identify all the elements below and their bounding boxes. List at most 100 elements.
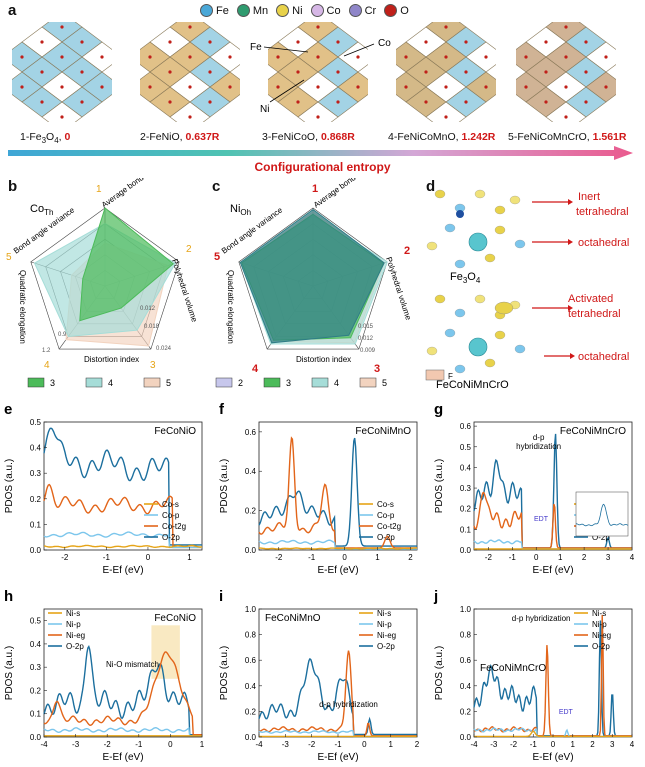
svg-text:Activated: Activated <box>568 293 613 305</box>
svg-text:Inert: Inert <box>578 191 600 203</box>
x-tick-label: -1 <box>334 740 342 749</box>
oxygen-atom <box>60 25 64 29</box>
y-tick-label: 0.6 <box>245 428 257 437</box>
y-tick-label: 0.2 <box>460 707 472 716</box>
oxygen-atom <box>228 55 232 59</box>
dos-panel-label: j <box>433 588 438 605</box>
axis-title-c-1: Average bond length <box>312 178 377 210</box>
x-tick-label: 3 <box>606 553 611 562</box>
legend-ni: Ni <box>276 4 303 17</box>
entropy-gradient-arrow <box>8 146 633 160</box>
plot-frame <box>473 421 633 551</box>
fe-atom <box>456 210 464 218</box>
svg-text:tetrahedral: tetrahedral <box>568 308 621 320</box>
x-axis-label: E-Ef (eV) <box>532 565 573 576</box>
oxygen-atom <box>316 55 320 59</box>
density-lobe <box>474 294 486 304</box>
axis-num-c-1: 1 <box>312 183 318 195</box>
oxygen-atom <box>404 85 408 89</box>
oxygen-atom <box>464 70 468 74</box>
y-tick-label: 0.6 <box>245 656 257 665</box>
oxygen-atom <box>424 40 428 44</box>
oxygen-atom <box>524 55 528 59</box>
structure-1-image <box>12 22 112 122</box>
oxygen-atom <box>40 100 44 104</box>
x-tick-label: -2 <box>275 553 283 562</box>
density-lobe <box>444 223 456 233</box>
axis-num-3: 3 <box>150 360 156 371</box>
oxygen-atom <box>228 85 232 89</box>
center-density <box>468 232 488 252</box>
inset-frame <box>575 491 629 537</box>
y-tick-label: 0.4 <box>460 463 472 472</box>
oxygen-atom <box>564 25 568 29</box>
dos-title: FeCoNiO <box>154 426 196 437</box>
legend-entry: O-2p <box>66 642 84 651</box>
oxygen-atom <box>444 25 448 29</box>
panel-a-label: a <box>8 2 17 19</box>
density-lobe <box>484 358 496 368</box>
panel-c-label: c <box>212 178 221 195</box>
density-lobe <box>474 189 486 199</box>
tick-b-2: 0.018 <box>144 324 160 330</box>
x-tick-label: 1 <box>200 740 205 749</box>
x-tick-label: 4 <box>630 740 635 749</box>
dos-title: FeCoNiMnO <box>355 426 411 437</box>
dos-curve-s <box>258 547 417 550</box>
x-tick-label: -4 <box>255 740 263 749</box>
dos-title: FeCoNiMnCrO <box>480 663 546 674</box>
x-tick-label: -2 <box>308 740 316 749</box>
oxygen-atom <box>316 85 320 89</box>
x-tick-label: 0 <box>342 553 347 562</box>
oxygen-atom <box>404 55 408 59</box>
legend-entry: Ni-s <box>377 609 391 618</box>
dos-panel-f: f 0.0 0.2 0.4 0.6 -2 -1 0 1 2 E-Ef (eV) PDOS (a.u.)… <box>219 401 418 576</box>
radar-grid <box>30 207 180 350</box>
axis-num-c-5: 5 <box>214 251 220 263</box>
density-lobe <box>426 241 438 251</box>
inset-curve <box>575 503 629 527</box>
activated-lobe <box>494 301 514 315</box>
x-tick-label: 0 <box>168 740 173 749</box>
f-label: F <box>448 372 453 381</box>
y-axis-label: PDOS (a.u.) <box>434 646 445 700</box>
dos-panel-label: g <box>434 401 443 418</box>
oxygen-atom <box>336 40 340 44</box>
x-tick-label: -1 <box>308 553 316 562</box>
x-tick-label: -4 <box>470 740 478 749</box>
polyhedron <box>545 101 587 122</box>
oxygen-atom <box>584 100 588 104</box>
plot-frame <box>43 608 203 738</box>
y-tick-label: 0.2 <box>30 495 42 504</box>
oxygen-atom <box>168 70 172 74</box>
x-tick-label: -1 <box>135 740 143 749</box>
svg-text:5: 5 <box>166 378 171 388</box>
dos-curve-p <box>43 726 202 737</box>
f-swatch <box>425 369 445 381</box>
legend-entry: Ni-eg <box>66 631 85 640</box>
plot-frame <box>43 421 203 551</box>
x-axis-label: E-Ef (eV) <box>532 752 573 763</box>
svg-text:4: 4 <box>108 378 113 388</box>
x-tick-label: -3 <box>490 740 498 749</box>
structure-4-image <box>396 22 496 122</box>
dos-title: FeCoNiO <box>154 613 196 624</box>
axis-title-1: Average bond length <box>100 178 165 210</box>
dos-panel-label: i <box>219 588 223 605</box>
density-lobe <box>494 225 506 235</box>
oxygen-atom <box>604 55 608 59</box>
y-tick-label: 0.2 <box>245 507 257 516</box>
svg-text:tetrahedral: tetrahedral <box>576 206 629 218</box>
legend-b: 3 4 5 <box>27 377 171 388</box>
axis-num-5: 5 <box>6 252 12 263</box>
axis-num-c-2: 2 <box>404 245 410 257</box>
radar-series <box>239 208 385 344</box>
dos-panel-label: f <box>219 401 225 418</box>
legend-entry: O-2p <box>377 642 395 651</box>
x-tick-label: 1 <box>375 553 380 562</box>
x-tick-label: 3 <box>610 740 615 749</box>
y-tick-label: 0.3 <box>460 484 472 493</box>
legend-entry: Ni-eg <box>377 631 396 640</box>
y-tick-label: 0.0 <box>460 546 472 555</box>
tick-c-3: 0.009 <box>360 348 376 354</box>
